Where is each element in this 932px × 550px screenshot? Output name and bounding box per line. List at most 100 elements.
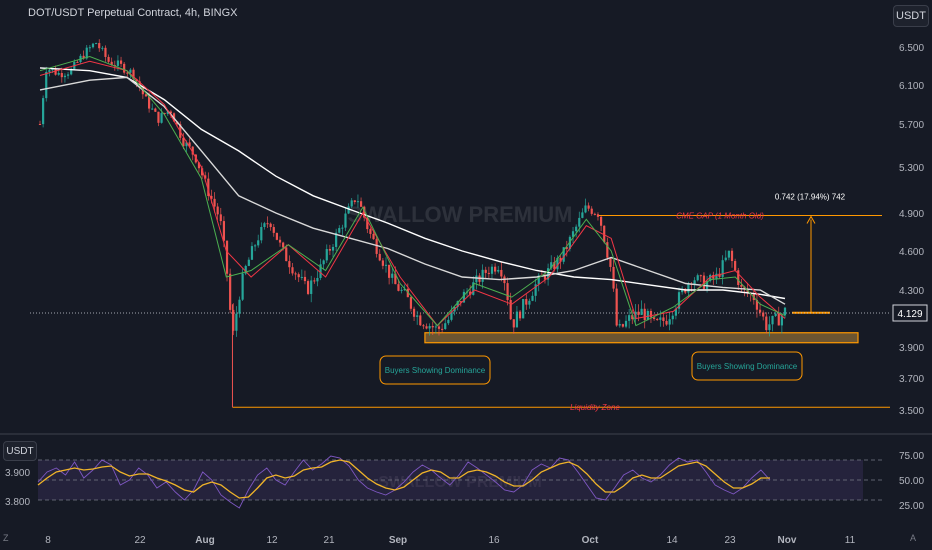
candle (344, 213, 347, 228)
candle (618, 324, 621, 326)
candle (518, 311, 522, 319)
candle (674, 308, 677, 316)
candle (222, 221, 226, 241)
rsi-series-line (37, 455, 771, 509)
candle (188, 142, 191, 147)
candle (599, 216, 603, 226)
candle (746, 289, 749, 294)
candle (200, 168, 204, 176)
candle (659, 317, 662, 320)
candle (624, 320, 628, 327)
candle (712, 274, 715, 279)
x-tick-label: Nov (778, 535, 797, 546)
candle (316, 277, 319, 282)
candle (353, 200, 356, 203)
candle (568, 236, 572, 249)
measure-arrowhead (806, 215, 816, 224)
candle (774, 313, 777, 316)
candle (668, 319, 671, 325)
rsi-unit-label: USDT (3, 441, 37, 461)
candle (70, 68, 73, 75)
candle (166, 111, 169, 114)
candle (590, 208, 593, 214)
watermark: SWALLOW PREMIUM (348, 202, 573, 227)
candle (783, 307, 787, 316)
candle (359, 201, 363, 207)
candle (462, 291, 466, 303)
candle (341, 227, 344, 229)
candle (257, 240, 260, 246)
candle (431, 326, 434, 328)
candle (54, 69, 57, 75)
candle (288, 261, 291, 268)
callout-box (379, 355, 491, 385)
candle (260, 227, 263, 241)
candle (126, 72, 129, 74)
candle (441, 328, 444, 330)
moving-average-line (39, 60, 786, 327)
candle (325, 249, 328, 261)
candle (241, 273, 244, 300)
candle (515, 311, 519, 328)
candle (450, 311, 453, 320)
candle (135, 79, 138, 82)
candle (456, 301, 459, 307)
candle (762, 312, 765, 317)
rsi-series-line (37, 459, 770, 499)
candle (310, 280, 313, 294)
candle (375, 239, 378, 254)
candle (107, 56, 110, 62)
candle (434, 326, 437, 328)
candle (509, 299, 512, 320)
candle (88, 47, 91, 49)
candle (724, 257, 727, 261)
candle (709, 274, 712, 282)
moving-average-line (39, 55, 786, 327)
candle (681, 288, 684, 293)
y-tick-label: 6.500 (899, 43, 924, 54)
candle (737, 270, 740, 286)
candle (144, 94, 148, 97)
candle (356, 201, 360, 203)
candle (76, 61, 79, 63)
candle (546, 268, 550, 280)
candle (297, 274, 300, 278)
candle (275, 232, 279, 240)
x-tick-label: 11 (845, 535, 856, 546)
x-tick-label: Oct (582, 535, 599, 546)
chart-title: DOT/USDT Perpetual Contract, 4h, BINGX (28, 7, 238, 19)
candle (291, 267, 294, 274)
candle (606, 242, 609, 258)
auto-scale-toggle[interactable]: A (910, 533, 917, 543)
candle (469, 291, 472, 295)
currency-button[interactable]: USDT (893, 5, 929, 27)
candle (419, 315, 422, 326)
candle (649, 310, 653, 318)
candle (640, 308, 643, 315)
candle (534, 284, 537, 296)
candle (110, 61, 113, 66)
candle (677, 292, 681, 309)
candle (571, 231, 575, 237)
zoom-toggle[interactable]: Z (3, 533, 9, 543)
candle (758, 309, 762, 313)
candle (132, 69, 135, 80)
x-tick-label: 14 (666, 535, 678, 546)
candle (266, 223, 269, 225)
candle (406, 289, 409, 298)
candle (313, 280, 316, 282)
candle (350, 200, 353, 207)
candle (771, 315, 774, 325)
rsi-tick-label: 25.00 (899, 501, 924, 512)
candle (696, 275, 699, 281)
candle (185, 142, 188, 147)
candle (253, 245, 257, 247)
candle (306, 281, 310, 294)
y-tick-label: 3.500 (899, 406, 924, 417)
rsi-tick-label: 75.00 (899, 451, 924, 462)
candle (57, 73, 60, 75)
candle (331, 246, 335, 251)
candle (596, 214, 600, 217)
candle (95, 43, 98, 45)
